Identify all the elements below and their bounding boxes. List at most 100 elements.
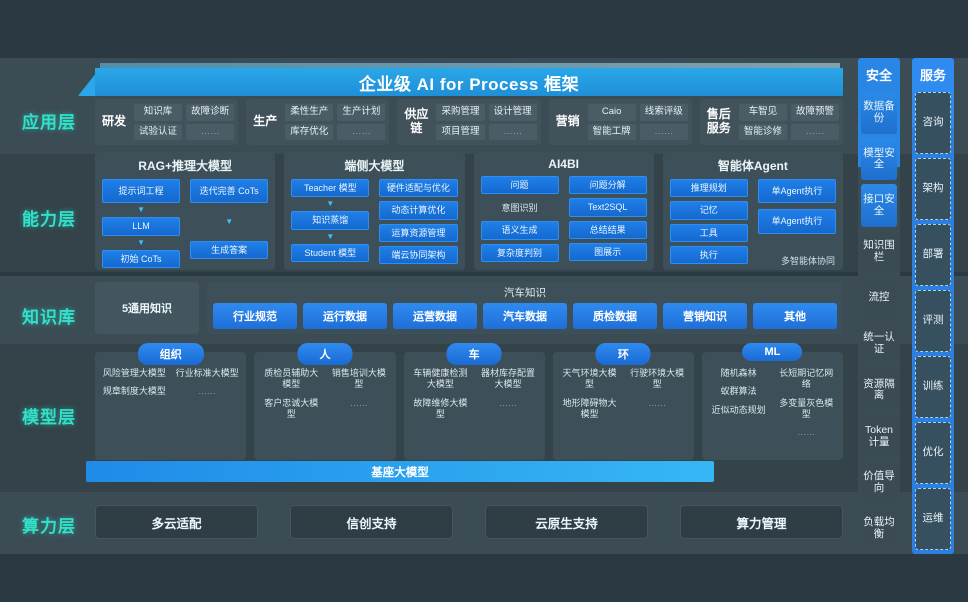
model-item[interactable]: 行驶环境大模型 [630,368,685,390]
model-item[interactable]: …… [498,397,517,408]
compute-chip-multicloud[interactable]: 多云适配 [95,505,258,539]
capability-node[interactable]: 硬件适配与优化 [379,179,458,198]
knowledge-chip[interactable]: 运营数据 [393,303,477,329]
capability-node[interactable]: 知识蒸馏 [291,211,370,230]
app-group-production[interactable]: 生产 柔性生产 库存优化 生产计划 …… [246,99,389,145]
capability-node[interactable]: Text2SQL [568,198,647,217]
model-item[interactable]: 近似动态规划 [711,404,766,415]
model-item[interactable]: …… [198,386,217,397]
security-rail-item-knowledge-fence[interactable]: 知识围栏 [861,230,897,273]
compute-chip-management[interactable]: 算力管理 [680,505,843,539]
capability-node[interactable]: 迭代完善 CoTs [190,179,269,204]
capability-node[interactable]: 执行 [669,246,748,265]
knowledge-chip[interactable]: 营销知识 [663,303,747,329]
capability-card-agent[interactable]: 智能体Agent 推理规划 记忆 工具 执行 单Agent执行 单Agent执行… [662,152,843,270]
app-chip[interactable]: 采购管理 [436,104,485,121]
capability-card-edge[interactable]: 端侧大模型 Teacher 模型 ▼ 知识蒸馏 ▼ Student 模型 硬件适… [284,152,465,270]
security-rail-item-model-security[interactable]: 模型安全 [861,138,897,181]
base-model-bar[interactable]: 基座大模型 [86,461,714,482]
service-rail-item-operations[interactable]: 运维 [915,488,951,550]
model-card-ml[interactable]: ML 随机森林 蚁群算法 近似动态规划 长短期记忆网络 多变量灰色模型 …… [701,343,844,460]
capability-card-ai4bi[interactable]: AI4BI 问题 意图识别 语义生成 复杂度判别 问题分解 Text2SQL 总… [473,152,654,270]
app-group-marketing[interactable]: 营销 Caio 智能工牌 线索评级 …… [549,99,692,145]
service-rail-item-training[interactable]: 训练 [915,356,951,418]
model-item[interactable]: 行业标准大模型 [175,368,239,378]
compute-chip-cloudnative[interactable]: 云原生支持 [485,505,648,539]
service-rail-item-architecture[interactable]: 架构 [915,158,951,220]
model-item[interactable]: …… [648,397,667,408]
capability-node[interactable]: 总结结果 [568,220,647,240]
app-chip[interactable]: 线索评级 [639,104,688,121]
security-rail-item-value-orientation[interactable]: 价值导向 [861,461,897,504]
knowledge-chip[interactable]: 其他 [753,303,837,329]
app-chip[interactable]: 库存优化 [285,123,334,140]
model-item[interactable]: 客户忠诚大模型 [264,397,319,419]
model-item[interactable]: 销售培训大模型 [331,368,386,390]
capability-node[interactable]: 运算资源管理 [379,223,458,243]
capability-node[interactable]: 记忆 [669,201,748,220]
knowledge-chip[interactable]: 行业规范 [213,303,297,329]
model-card-people[interactable]: 人 质检员辅助大模型 客户忠诚大模型 销售培训大模型 …… [254,343,396,460]
knowledge-general[interactable]: 5通用知识 [95,282,199,334]
model-item[interactable]: 车辆健康检测大模型 [413,368,468,390]
service-rail-item-evaluation[interactable]: 评测 [915,290,951,352]
model-card-organization[interactable]: 组织 风险管理大模型 规章制度大模型 行业标准大模型 …… [95,343,247,460]
service-rail-item-optimization[interactable]: 优化 [915,422,951,484]
capability-node[interactable]: Teacher 模型 [291,179,370,198]
knowledge-chip[interactable]: 质检数据 [573,303,657,329]
security-rail-item-backup[interactable]: 数据备份 [861,92,897,135]
app-chip[interactable]: 故障预警 [790,104,840,121]
app-chip[interactable]: 项目管理 [436,123,485,140]
app-chip[interactable]: …… [488,123,537,140]
capability-node[interactable]: 复杂度判别 [480,243,559,263]
model-item[interactable]: 规章制度大模型 [102,386,166,397]
capability-card-rag[interactable]: RAG+推理大模型 提示词工程 ▼ LLM ▼ 初始 CoTs 迭代完善 CoT… [95,152,276,270]
security-rail-item-api-security[interactable]: 接口安全 [861,184,897,227]
model-item[interactable]: 器材库存配置大模型 [480,368,535,390]
model-item[interactable]: …… [349,397,368,408]
model-item[interactable]: 质检员辅助大模型 [264,368,319,390]
model-item[interactable]: 地形障碍物大模型 [562,397,617,419]
capability-node[interactable]: 工具 [669,223,748,243]
app-chip[interactable]: 知识库 [134,104,183,121]
model-item[interactable]: 风险管理大模型 [102,368,166,378]
app-chip[interactable]: …… [186,123,235,140]
app-chip[interactable]: Caio [587,104,636,121]
capability-node[interactable]: LLM [102,217,181,236]
security-rail-item-flow-control[interactable]: 流控 [861,276,897,320]
capability-node[interactable]: 图展示 [568,243,647,262]
knowledge-chip[interactable]: 运行数据 [303,303,387,329]
app-chip[interactable]: 试验认证 [134,123,183,140]
app-chip[interactable]: 生产计划 [337,104,386,121]
model-card-environment[interactable]: 环 天气环境大模型 地形障碍物大模型 行驶环境大模型 …… [552,343,694,460]
model-item[interactable]: 蚁群算法 [720,386,757,397]
capability-node[interactable]: 推理规划 [669,179,748,198]
capability-node[interactable]: 生成答案 [190,240,269,259]
app-chip[interactable]: 故障诊断 [186,104,235,121]
app-group-supply-chain[interactable]: 供应链 采购管理 项目管理 设计管理 …… [397,99,540,145]
app-chip[interactable]: 设计管理 [488,104,537,121]
capability-node[interactable]: 问题分解 [568,176,647,195]
capability-node[interactable]: 端云协同架构 [379,246,458,265]
capability-node[interactable]: 意图识别 [501,203,538,214]
capability-node[interactable]: 提示词工程 [102,179,181,204]
compute-chip-xinchuang[interactable]: 信创支持 [290,505,453,539]
capability-node[interactable]: 问题 [480,176,559,195]
app-group-aftersales[interactable]: 售后服务 车智见 智能诊修 故障预警 …… [700,99,843,145]
app-chip[interactable]: 车智见 [738,104,787,121]
model-item[interactable]: 长短期记忆网络 [779,368,834,390]
app-chip[interactable]: …… [337,123,386,140]
app-group-rnd[interactable]: 研发 知识库 试验认证 故障诊断 …… [95,99,238,145]
security-rail-item-load-balancing[interactable]: 负载均衡 [861,507,897,551]
capability-node[interactable]: 单Agent执行 [757,179,836,204]
capability-node[interactable]: Student 模型 [291,243,370,263]
security-rail-item-unified-auth[interactable]: 统一认证 [861,323,897,366]
model-card-vehicle[interactable]: 车 车辆健康检测大模型 故障维修大模型 器材库存配置大模型 …… [403,343,545,460]
model-item[interactable]: 天气环境大模型 [562,368,617,390]
knowledge-chip[interactable]: 汽车数据 [483,303,567,329]
app-chip[interactable]: …… [790,123,840,140]
model-item[interactable]: 多变量灰色模型 [779,397,834,419]
capability-node[interactable]: 动态计算优化 [379,201,458,220]
model-item[interactable]: 随机森林 [720,368,757,378]
app-chip[interactable]: 智能诊修 [738,123,787,140]
